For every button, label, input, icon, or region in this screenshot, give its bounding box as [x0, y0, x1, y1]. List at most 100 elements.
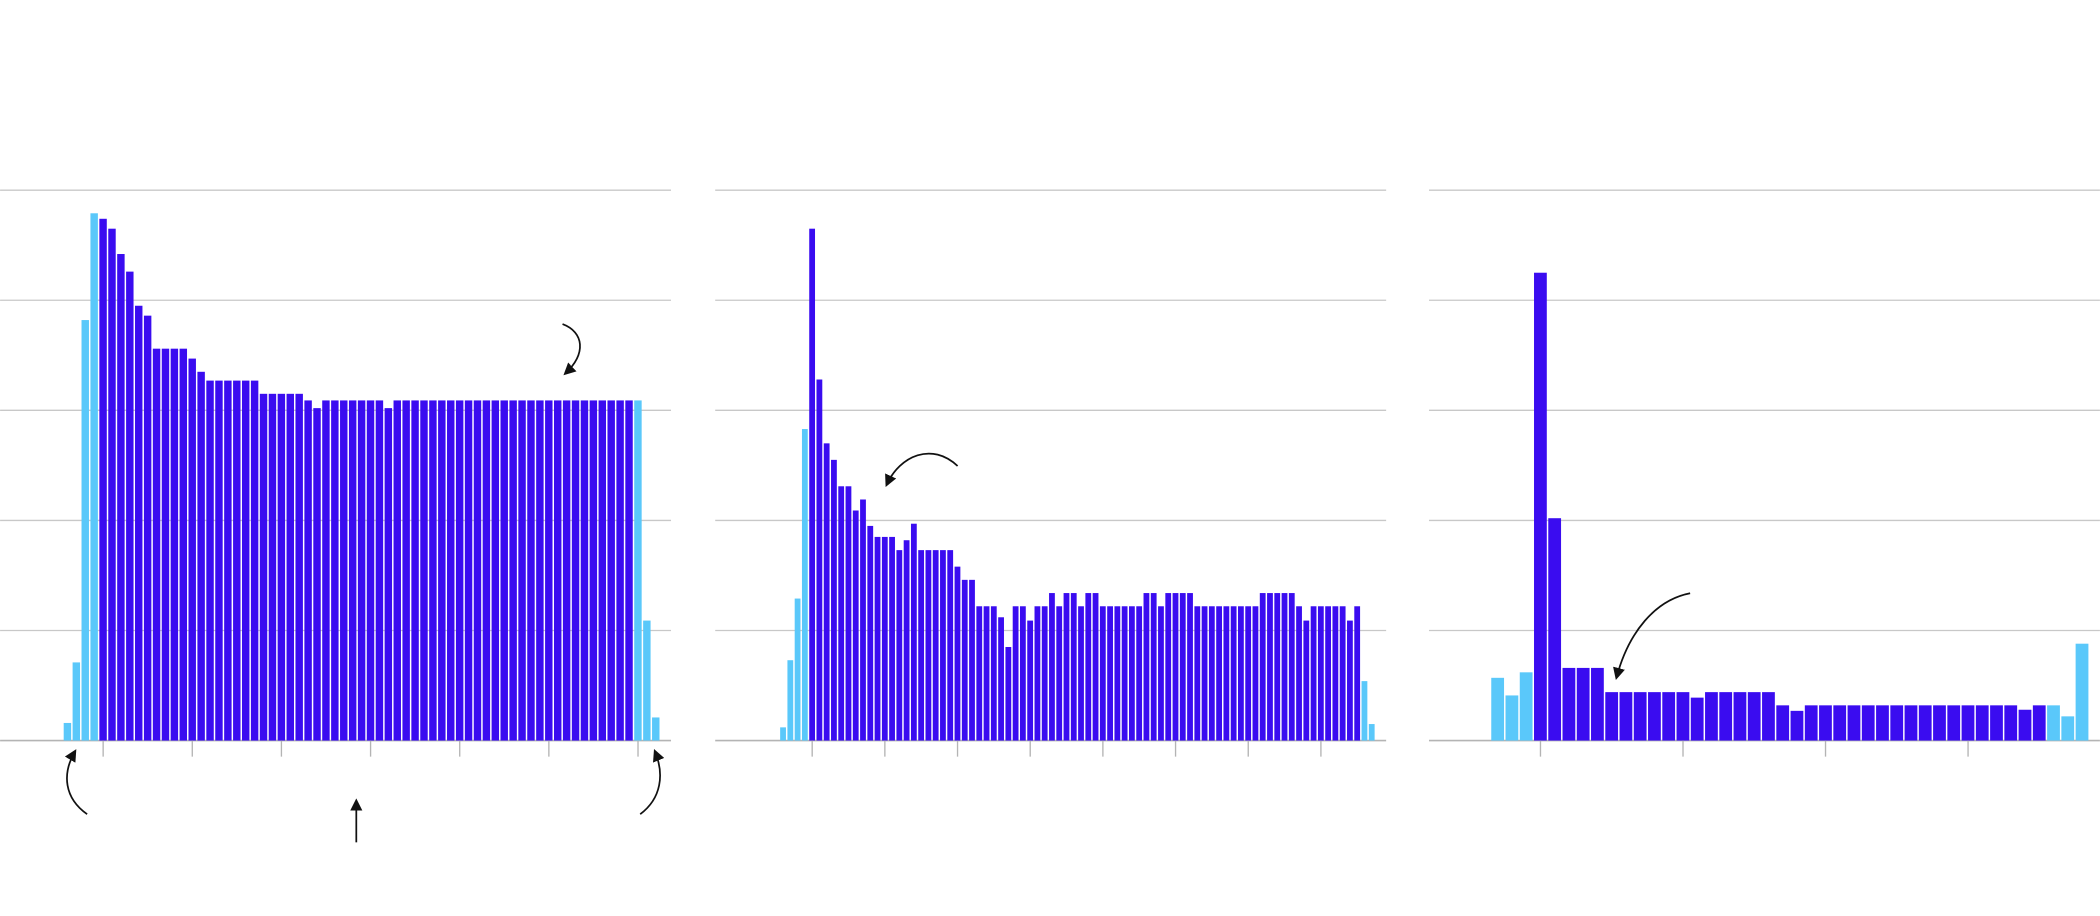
bar	[932, 550, 939, 741]
bar	[1252, 606, 1259, 741]
bar	[910, 523, 917, 741]
bar	[117, 254, 125, 741]
bar	[634, 400, 642, 741]
bar	[536, 400, 544, 741]
bar	[1128, 606, 1135, 741]
bar	[1114, 606, 1121, 741]
bar	[1368, 724, 1375, 741]
bar	[1267, 593, 1273, 741]
bar	[598, 400, 607, 741]
bar	[1876, 705, 1889, 741]
bar	[1150, 593, 1157, 741]
bar	[206, 380, 214, 741]
bar	[72, 662, 81, 741]
bar	[983, 606, 990, 741]
bar	[188, 358, 196, 741]
annotations	[64, 323, 1691, 843]
bar	[918, 550, 925, 741]
bar	[571, 400, 580, 741]
bar	[438, 400, 446, 741]
bar	[1676, 692, 1690, 741]
bar	[473, 400, 482, 741]
bar	[1158, 606, 1164, 741]
arrow	[639, 749, 665, 815]
bar	[1975, 705, 1989, 741]
bar	[1208, 606, 1215, 741]
arrow	[562, 323, 581, 376]
bar	[1690, 697, 1704, 741]
bar	[889, 536, 895, 741]
bar	[852, 510, 859, 741]
bar	[845, 486, 852, 741]
bar	[1619, 692, 1633, 741]
bar	[954, 566, 961, 741]
bar	[108, 228, 116, 741]
bar	[1819, 705, 1832, 741]
bar	[482, 400, 491, 741]
bar	[816, 379, 823, 741]
bar	[860, 499, 866, 741]
bar	[322, 400, 330, 741]
bar	[947, 550, 954, 741]
bar	[1347, 620, 1353, 741]
bar	[1576, 667, 1590, 741]
bar	[259, 393, 268, 741]
bar	[2075, 643, 2089, 741]
bar	[143, 315, 152, 741]
bar	[197, 371, 205, 741]
bar	[838, 486, 845, 741]
bar	[1339, 606, 1346, 741]
bar	[961, 579, 968, 741]
bar	[411, 400, 419, 741]
bar	[1303, 620, 1310, 741]
bar	[1288, 593, 1295, 741]
bar	[63, 722, 72, 741]
bar	[990, 606, 997, 741]
bar	[580, 400, 589, 741]
bar	[384, 408, 393, 741]
bar	[99, 218, 107, 741]
bar	[126, 271, 134, 741]
bar	[1107, 606, 1113, 741]
bar	[1762, 692, 1775, 741]
bar	[652, 717, 660, 741]
bar	[1019, 606, 1026, 741]
bar	[1847, 705, 1861, 741]
bar	[1078, 606, 1084, 741]
bar	[1179, 593, 1186, 741]
bar	[1505, 695, 1519, 741]
bar	[152, 348, 161, 741]
bar	[1361, 681, 1368, 741]
bar	[976, 606, 983, 741]
bar	[1918, 705, 1932, 741]
bar	[1012, 606, 1019, 741]
bar	[1274, 593, 1281, 741]
bar	[455, 400, 464, 741]
bar	[1990, 705, 2003, 741]
bar	[940, 550, 946, 741]
bar	[998, 617, 1004, 741]
bar	[1776, 705, 1790, 741]
bar	[295, 393, 303, 741]
bar	[925, 550, 932, 741]
bar	[1238, 606, 1244, 741]
bar	[607, 400, 615, 741]
bar	[1961, 705, 1975, 741]
bar	[553, 400, 562, 741]
bar	[1165, 593, 1172, 741]
bar	[1310, 606, 1317, 741]
bar	[518, 400, 526, 741]
bar	[1904, 705, 1918, 741]
bar	[161, 348, 170, 741]
bar	[464, 400, 473, 741]
bar	[562, 400, 571, 741]
bar	[1317, 606, 1324, 741]
bar	[491, 400, 500, 741]
bar	[2061, 716, 2075, 741]
bar	[2047, 705, 2060, 741]
bar	[250, 380, 259, 741]
bar	[823, 443, 830, 741]
bar	[1733, 692, 1747, 741]
